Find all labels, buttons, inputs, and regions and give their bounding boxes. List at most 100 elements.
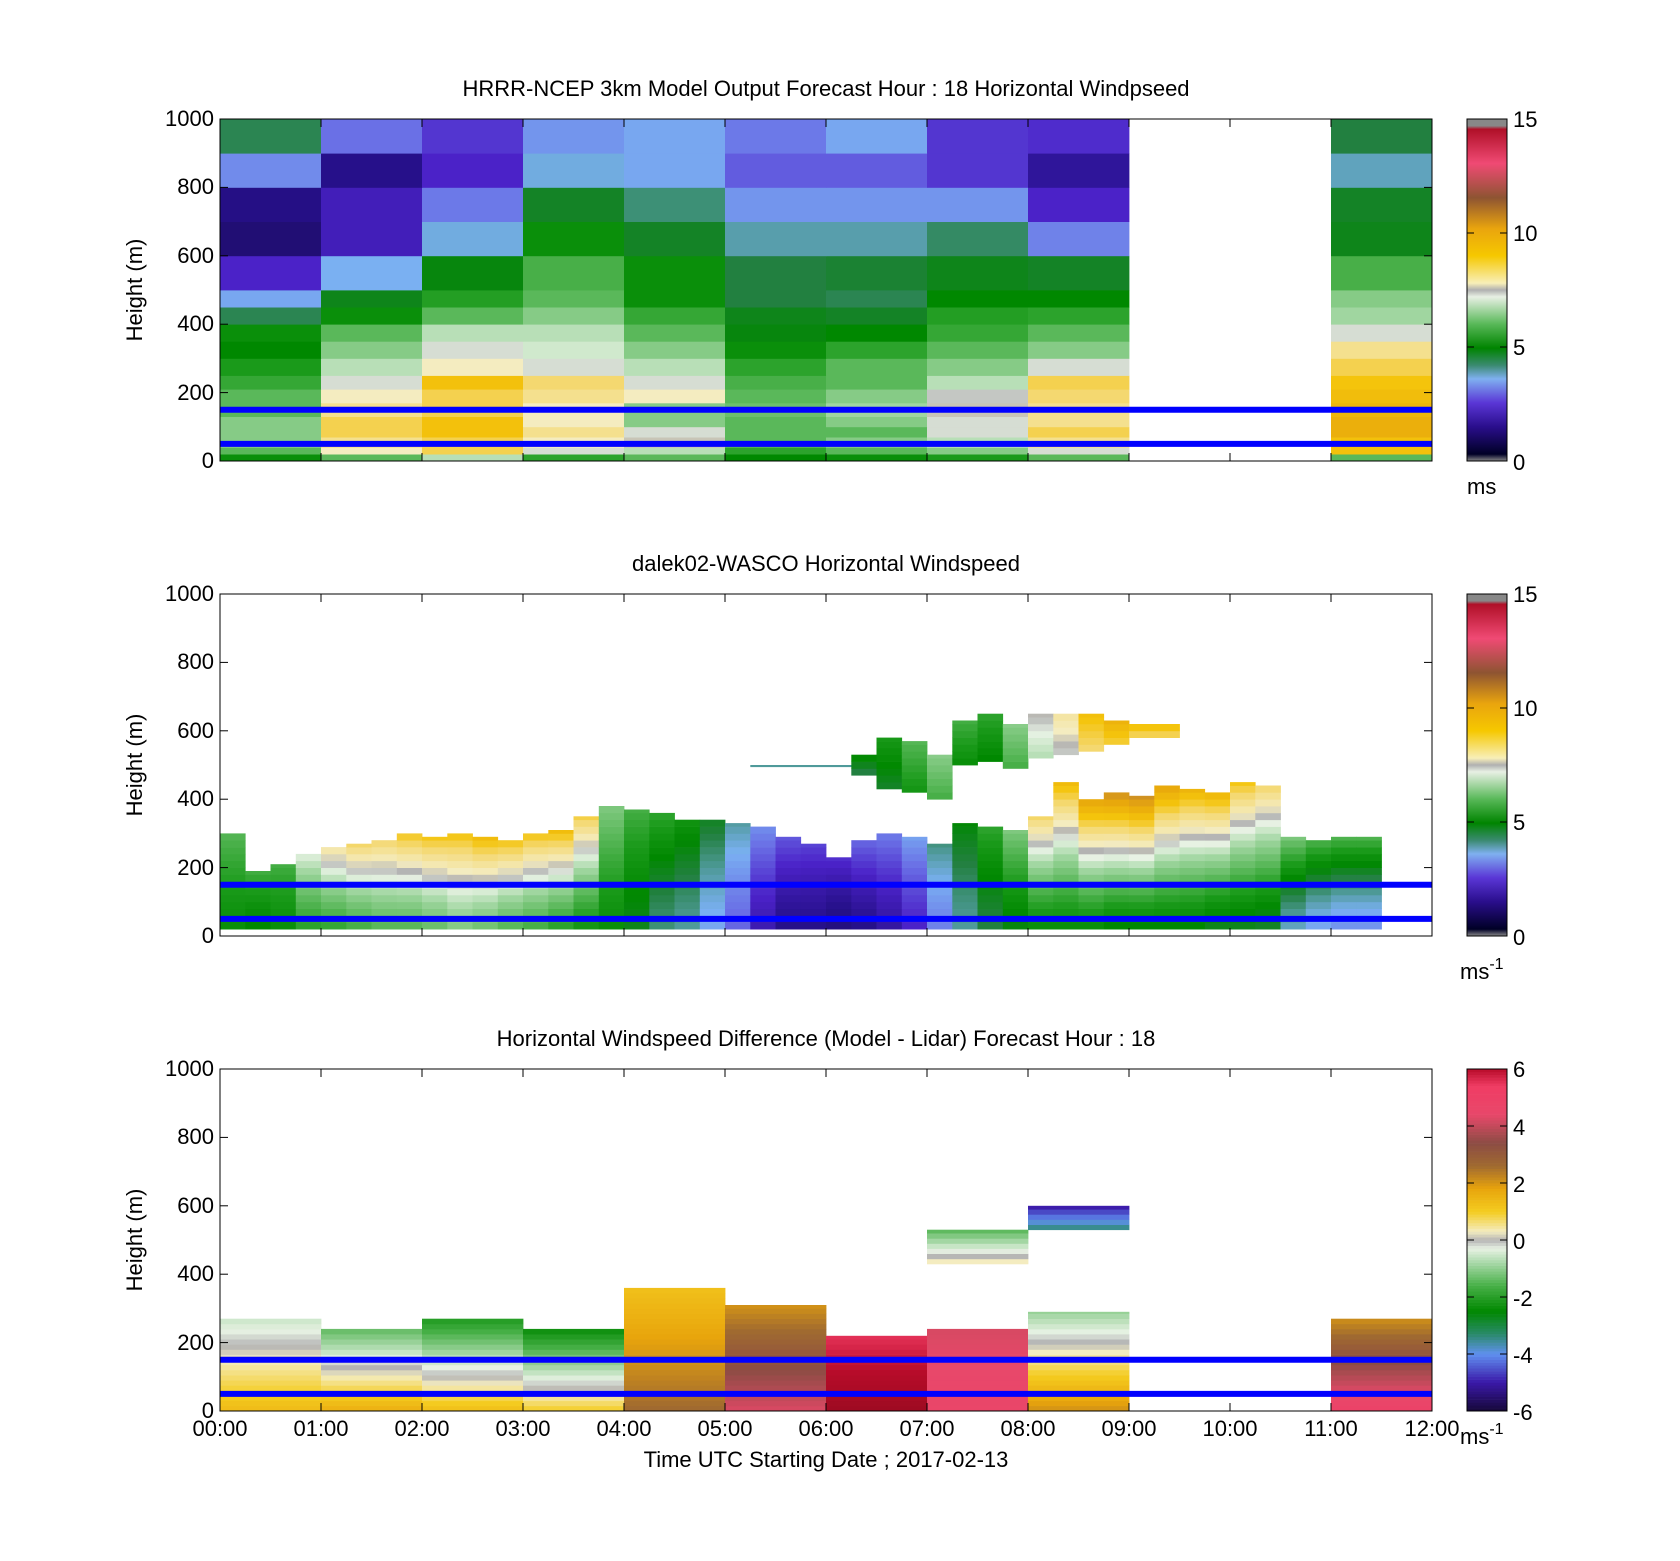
heatmap-cell — [295, 922, 322, 930]
heatmap-cell — [371, 860, 398, 868]
heatmap-cell — [649, 847, 675, 855]
colorbar-strip — [1467, 1274, 1507, 1278]
heatmap-cell — [876, 833, 903, 841]
heatmap-cell — [371, 840, 398, 848]
colorbar-strip — [1467, 1262, 1507, 1266]
heatmap-cell — [220, 833, 246, 841]
heatmap-cell — [1255, 840, 1281, 848]
colorbar-strip — [1467, 1311, 1507, 1315]
heatmap-cell — [523, 1339, 625, 1345]
heatmap-cell — [321, 153, 423, 188]
colorbar-strip — [1467, 1091, 1507, 1095]
heatmap-cell — [1053, 713, 1079, 721]
heatmap-cell — [624, 1323, 726, 1330]
heatmap-cell — [699, 833, 726, 841]
heatmap-cell — [1204, 860, 1231, 868]
heatmap-cell — [422, 1328, 524, 1335]
heatmap-cell — [927, 416, 1029, 428]
heatmap-cell — [422, 324, 524, 342]
heatmap-cell — [876, 741, 903, 749]
heatmap-cell — [1028, 1209, 1130, 1215]
heatmap-cell — [1078, 922, 1105, 930]
heatmap-cell — [624, 324, 726, 342]
heatmap-cell — [1078, 737, 1105, 745]
heatmap-cell — [1255, 799, 1281, 807]
heatmap-cell — [1356, 908, 1382, 916]
heatmap-cell — [725, 221, 827, 257]
heatmap-cell — [396, 908, 423, 916]
heatmap-cell — [775, 836, 802, 841]
heatmap-cell — [295, 874, 322, 882]
heatmap-cell — [800, 853, 827, 862]
heatmap-cell — [624, 1344, 726, 1350]
heatmap-cell — [851, 888, 877, 896]
heatmap-cell — [1028, 1375, 1130, 1381]
heatmap-cell — [1103, 874, 1130, 882]
heatmap-cell — [624, 307, 726, 325]
heatmap-cell — [321, 1375, 423, 1381]
colorbar-ticks: 0 5 10 15 — [1467, 107, 1537, 475]
heatmap-cell — [649, 867, 675, 875]
colorbar-strip — [1467, 1208, 1507, 1212]
heatmap-cell — [598, 806, 625, 814]
heatmap-cell — [1331, 447, 1432, 455]
colorbar-tick-label: 15 — [1513, 582, 1537, 607]
heatmap-cell — [1028, 447, 1130, 455]
heatmap-cell — [523, 1375, 625, 1381]
colorbar-strip — [1467, 1094, 1507, 1098]
colorbar-tick-label: 6 — [1513, 1057, 1525, 1082]
heatmap-cell — [876, 895, 903, 903]
heatmap-cell — [927, 765, 953, 773]
colorbar-tick-label: 0 — [1513, 925, 1525, 950]
heatmap-cell — [977, 826, 1004, 834]
heatmap-cell — [220, 153, 322, 188]
heatmap-cell — [1103, 867, 1130, 875]
colorbar-strip — [1467, 1268, 1507, 1272]
heatmap-cell — [396, 840, 423, 848]
heatmap-cell — [1204, 799, 1231, 807]
colorbar-strip — [1467, 1200, 1507, 1204]
heatmap-cell — [422, 874, 448, 882]
heatmap-cell — [321, 1328, 423, 1335]
heatmap-cell — [1053, 867, 1079, 875]
heatmap-cell — [826, 1344, 928, 1350]
heatmap-cell — [573, 888, 600, 896]
heatmap-cell — [396, 888, 423, 896]
heatmap-cell — [321, 860, 347, 868]
heatmap-cell — [851, 840, 877, 848]
heatmap-cell — [927, 1339, 1029, 1345]
heatmap-cell — [1154, 847, 1180, 855]
heatmap-cell — [396, 867, 423, 875]
heatmap-cell — [699, 819, 726, 827]
heatmap-cell — [422, 389, 524, 404]
colorbar-strip — [1467, 1257, 1507, 1261]
heatmap-cell — [447, 874, 473, 882]
colorbar-strip — [1467, 1331, 1507, 1335]
colorbar-unit-text: ms — [1460, 1424, 1489, 1449]
heatmap-cell — [497, 908, 524, 916]
heatmap-cell — [775, 860, 802, 868]
heatmap-cell — [1028, 307, 1130, 325]
heatmap-cell — [346, 922, 372, 930]
x-tick-label: 06:00 — [798, 1416, 853, 1441]
heatmap-cell — [851, 761, 877, 769]
heatmap-cell — [1002, 747, 1029, 756]
colorbar-strip — [1467, 1368, 1507, 1372]
heatmap-cell — [952, 895, 978, 903]
heatmap-cell — [1078, 826, 1105, 834]
colorbar-strip — [1467, 1242, 1507, 1246]
colorbar-strip — [1467, 1339, 1507, 1343]
colorbar-strip — [1467, 1117, 1507, 1121]
heatmap-cell — [346, 908, 372, 916]
colorbar-strip — [1467, 1225, 1507, 1229]
heatmap-cell — [826, 1349, 928, 1355]
heatmap-cell — [1053, 901, 1079, 909]
heatmap-cell — [1179, 799, 1206, 807]
colorbar-strip — [1467, 1382, 1507, 1386]
heatmap-cell — [523, 895, 549, 903]
heatmap-cell — [826, 454, 928, 461]
heatmap-cell — [725, 1364, 827, 1371]
heatmap-cell — [1129, 888, 1155, 896]
heatmap-cell — [1028, 341, 1130, 359]
y-tick-label: 400 — [177, 1261, 214, 1286]
